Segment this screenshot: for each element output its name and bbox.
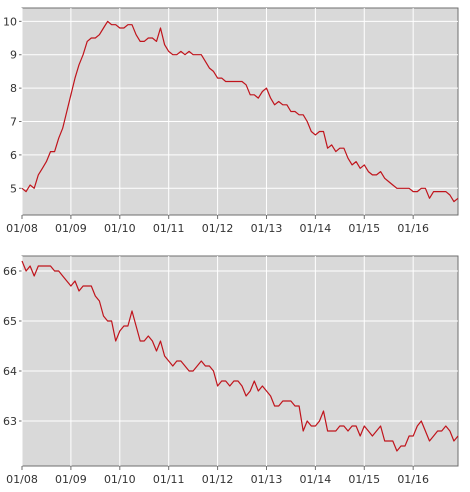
y-tick-label: 10 (3, 15, 17, 28)
y-tick-label: 64 (3, 365, 17, 378)
x-tick-label: 01/11 (153, 473, 185, 486)
y-tick-label: 6 (10, 149, 17, 162)
series-line (21, 20, 459, 203)
y-tick-label: 63 (3, 415, 17, 428)
x-tick-label: 01/12 (202, 222, 234, 235)
plot-area (21, 255, 459, 467)
y-tick-label: 5 (10, 182, 17, 195)
participation-rate-chart: 63 64 65 66 01/08 01/09 01/10 01/11 01/12 01/13 01… (3, 255, 459, 486)
y-tick-label: 8 (10, 82, 17, 95)
x-tick-label: 01/08 (6, 222, 38, 235)
y-tick-label: 66 (3, 265, 17, 278)
y-tick-label: 65 (3, 315, 17, 328)
x-tick-label: 01/16 (397, 473, 429, 486)
x-tick-label: 01/15 (348, 473, 380, 486)
x-tick-label: 01/10 (104, 473, 136, 486)
x-tick-label: 01/14 (300, 222, 332, 235)
x-tick-label: 01/16 (397, 222, 429, 235)
series-line (21, 260, 459, 452)
x-tick-label: 01/13 (251, 222, 283, 235)
y-tick-label: 9 (10, 49, 17, 62)
x-tick-label: 01/10 (104, 222, 136, 235)
x-tick-label: 01/09 (55, 473, 87, 486)
x-tick-label: 01/08 (6, 473, 38, 486)
plot-area (21, 7, 459, 216)
y-tick-label: 7 (10, 116, 17, 129)
x-tick-label: 01/09 (55, 222, 87, 235)
x-tick-label: 01/12 (202, 473, 234, 486)
x-tick-label: 01/14 (300, 473, 332, 486)
unemployment-rate-chart: 5 6 7 8 9 10 01/08 01/09 01/10 01/11 01/12 01/13 01/… (3, 7, 459, 235)
x-tick-label: 01/11 (153, 222, 185, 235)
x-tick-label: 01/15 (348, 222, 380, 235)
x-tick-label: 01/13 (251, 473, 283, 486)
